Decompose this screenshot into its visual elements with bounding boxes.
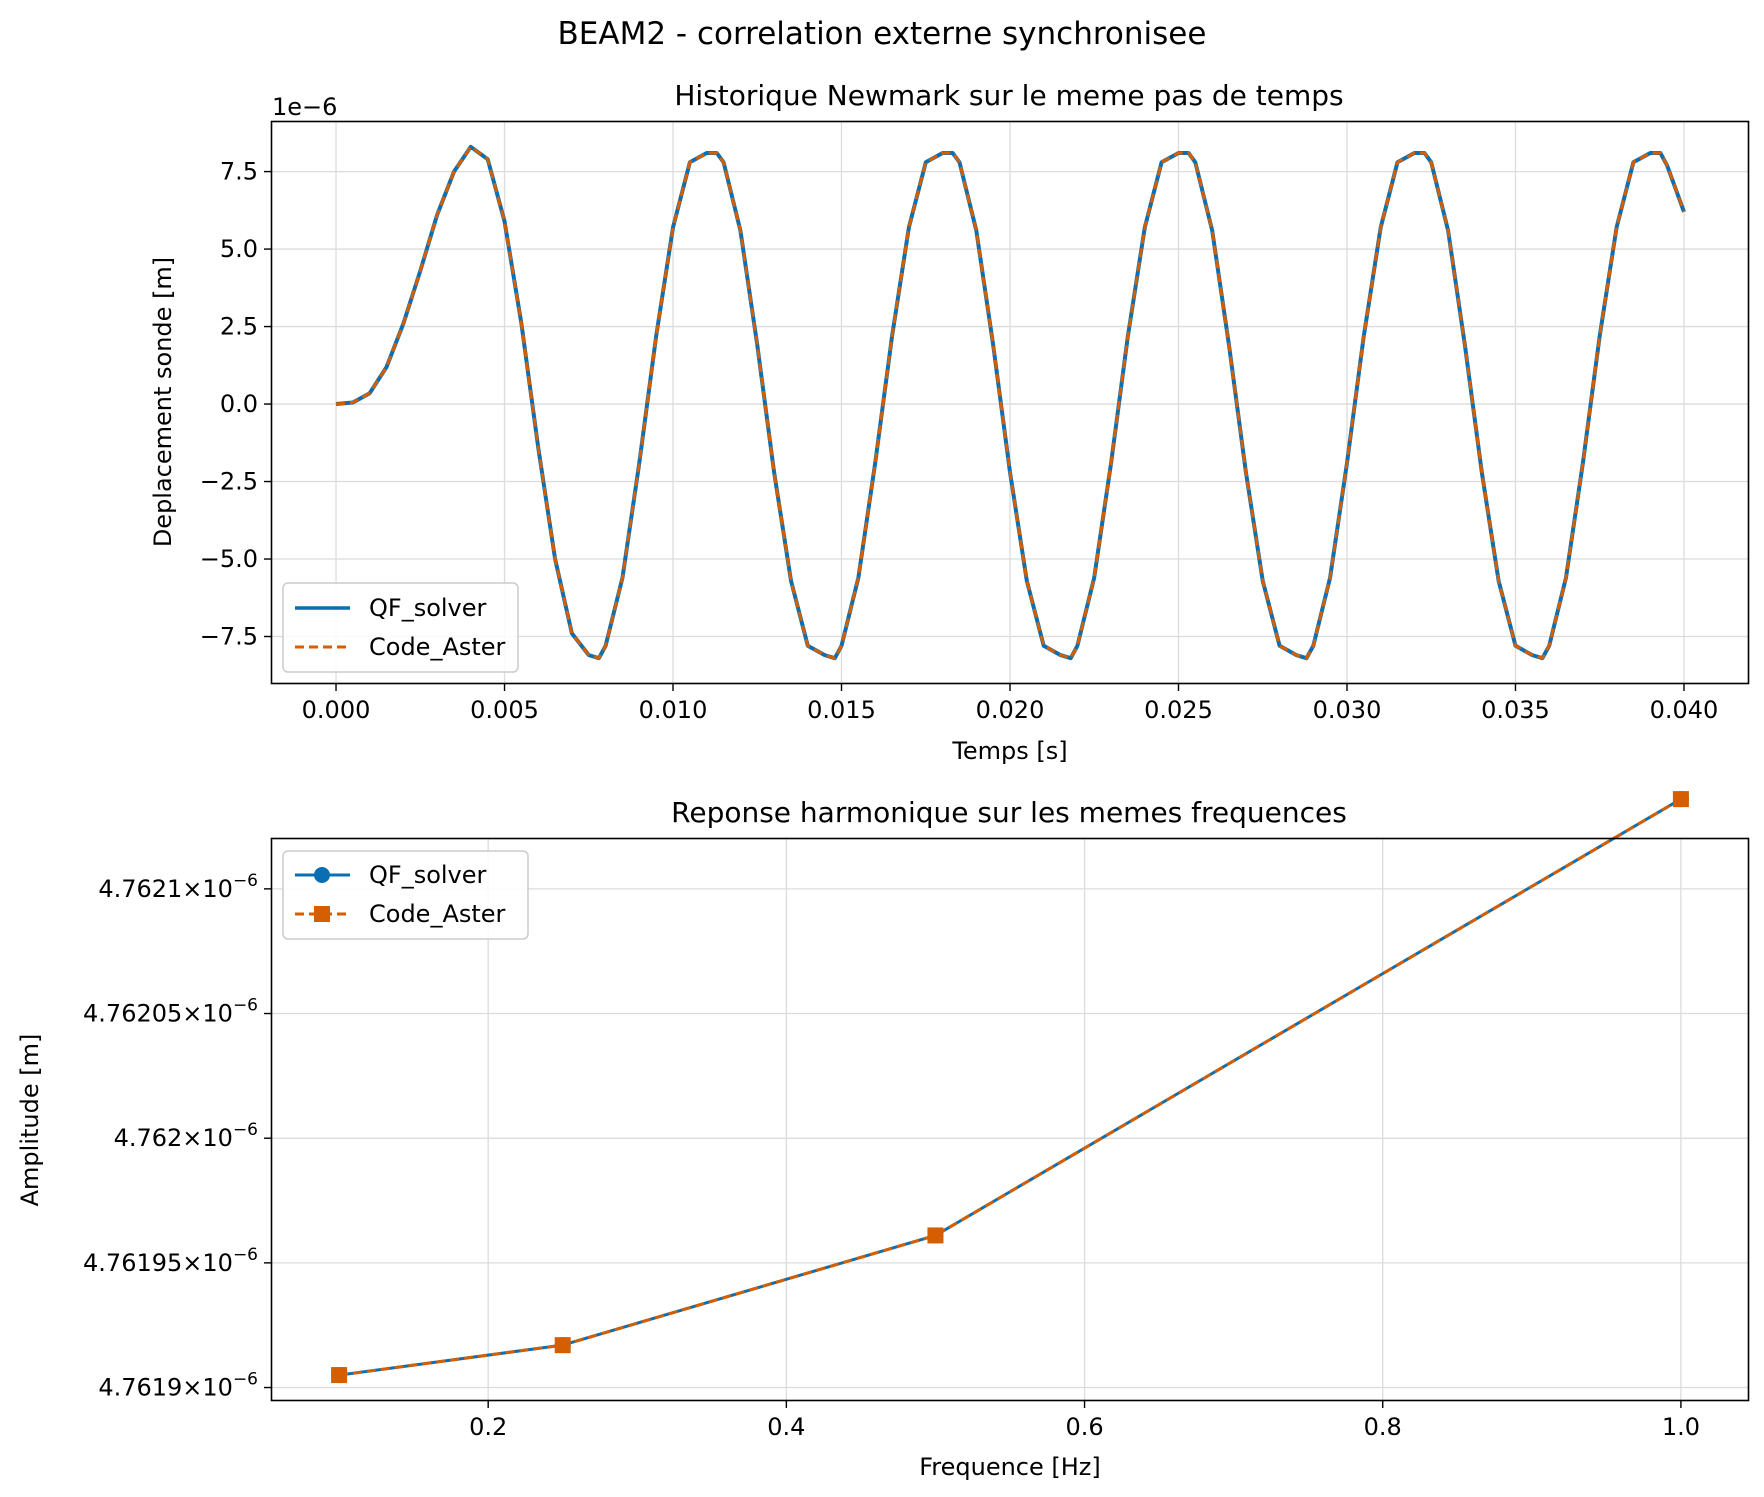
y-ticks: −7.5 −5.0 −2.5 0.0 2.5 5.0 7.5 <box>200 158 272 651</box>
y-axis-label: Deplacement sonde [m] <box>149 257 177 547</box>
y-tick-label: 4.7619×10−6 <box>98 1370 258 1402</box>
legend-label-code-aster: Code_Aster <box>369 633 506 661</box>
chart-title: Reponse harmonique sur les memes frequen… <box>671 796 1347 829</box>
y-tick-label: 5.0 <box>220 235 258 263</box>
plot-frame <box>270 837 1750 1402</box>
y-tick-label: 4.76205×10−6 <box>83 996 258 1028</box>
x-tick-label: 0.025 <box>1144 696 1213 724</box>
x-tick-label: 0.030 <box>1313 696 1382 724</box>
y-tick-label: 4.76195×10−6 <box>83 1245 258 1277</box>
x-tick-label: 0.035 <box>1481 696 1550 724</box>
x-axis-label: Temps [s] <box>951 737 1067 765</box>
x-ticks: 0.000 0.005 0.010 0.015 0.020 0.025 0.030 0.035… <box>302 683 1719 724</box>
data-point-code-aster <box>927 1227 944 1244</box>
legend: QF_solver Code_Aster <box>282 582 519 673</box>
x-tick-label: 0.4 <box>767 1413 805 1441</box>
x-ticks: 0.2 0.4 0.6 0.8 1.0 <box>469 1400 1700 1441</box>
x-tick-label: 0.005 <box>470 696 539 724</box>
legend: QF_solver Code_Aster <box>282 850 529 940</box>
series-group <box>331 791 1689 1384</box>
data-point-code-aster <box>1672 791 1689 808</box>
series-group <box>335 144 1686 661</box>
x-tick-label: 0.015 <box>807 696 876 724</box>
y-tick-label: −2.5 <box>200 468 258 496</box>
y-tick-label: 4.7621×10−6 <box>98 871 258 903</box>
x-tick-label: 0.2 <box>469 1413 507 1441</box>
series-line-code-aster <box>338 797 1682 1377</box>
x-tick-label: 0.6 <box>1065 1413 1103 1441</box>
legend-frame <box>282 850 529 940</box>
legend-marker-code-aster <box>314 906 330 922</box>
grid <box>272 839 1748 1400</box>
series-line-code-aster <box>335 145 1686 660</box>
y-tick-label: 2.5 <box>220 313 258 341</box>
chart-harmonic-response: Reponse harmonique sur les memes frequen… <box>16 791 1750 1481</box>
legend-frame <box>282 582 519 673</box>
suptitle: BEAM2 - correlation externe synchronisee <box>558 16 1207 52</box>
y-axis-label: Amplitude [m] <box>16 1034 44 1207</box>
x-tick-label: 0.8 <box>1364 1413 1402 1441</box>
y-tick-label: 0.0 <box>220 390 258 418</box>
legend-marker-qf-solver <box>314 867 330 883</box>
series-line-qf-solver <box>338 797 1682 1377</box>
grid <box>272 122 1748 683</box>
chart-time-history: Historique Newmark sur le meme pas de te… <box>149 79 1750 765</box>
x-tick-label: 0.000 <box>302 696 371 724</box>
legend-label-qf-solver: QF_solver <box>369 594 487 622</box>
data-point-code-aster <box>331 1367 348 1384</box>
y-tick-label: 4.762×10−6 <box>114 1120 258 1152</box>
data-point-code-aster <box>554 1337 571 1354</box>
x-tick-label: 0.010 <box>639 696 708 724</box>
y-ticks: 4.7619×10−6 4.76195×10−6 4.762×10−6 4.76205… <box>83 871 272 1402</box>
y-offset-label: 1e−6 <box>272 93 337 121</box>
x-tick-label: 0.020 <box>976 696 1045 724</box>
chart-title: Historique Newmark sur le meme pas de te… <box>674 79 1343 112</box>
x-tick-label: 0.040 <box>1650 696 1719 724</box>
legend-label-qf-solver: QF_solver <box>369 861 487 889</box>
y-tick-label: 7.5 <box>220 158 258 186</box>
x-tick-label: 1.0 <box>1662 1413 1700 1441</box>
y-tick-label: −5.0 <box>200 545 258 573</box>
y-tick-label: −7.5 <box>200 623 258 651</box>
x-axis-label: Frequence [Hz] <box>919 1453 1101 1481</box>
legend-label-code-aster: Code_Aster <box>369 900 506 928</box>
